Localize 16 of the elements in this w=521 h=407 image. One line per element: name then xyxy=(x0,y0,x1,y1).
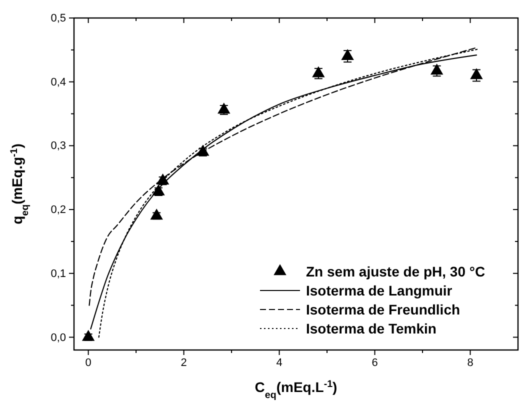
y-tick-label: 0,4 xyxy=(50,76,66,88)
legend-label: Isoterma de Temkin xyxy=(306,320,436,336)
y-tick-label: 0,2 xyxy=(50,204,66,216)
y-tick-label: 0,0 xyxy=(50,332,66,344)
y-tick-label: 0,3 xyxy=(50,140,66,152)
x-tick-label: 4 xyxy=(276,356,282,369)
legend-label: Zn sem ajuste de pH, 30 °C xyxy=(306,264,486,280)
x-tick-label: 2 xyxy=(180,356,187,369)
x-tick-label: 8 xyxy=(467,356,474,369)
x-tick-label: 6 xyxy=(372,356,378,369)
legend-label: Isoterma de Langmuir xyxy=(306,282,453,298)
y-tick-label: 0,1 xyxy=(50,268,66,280)
y-tick-label: 0,5 xyxy=(50,12,66,25)
legend-label: Isoterma de Freundlich xyxy=(306,302,460,318)
x-axis-title: C$_{eq}$(mEq.L$^{-1}$) xyxy=(254,378,338,400)
x-tick-label: 0 xyxy=(85,356,92,369)
